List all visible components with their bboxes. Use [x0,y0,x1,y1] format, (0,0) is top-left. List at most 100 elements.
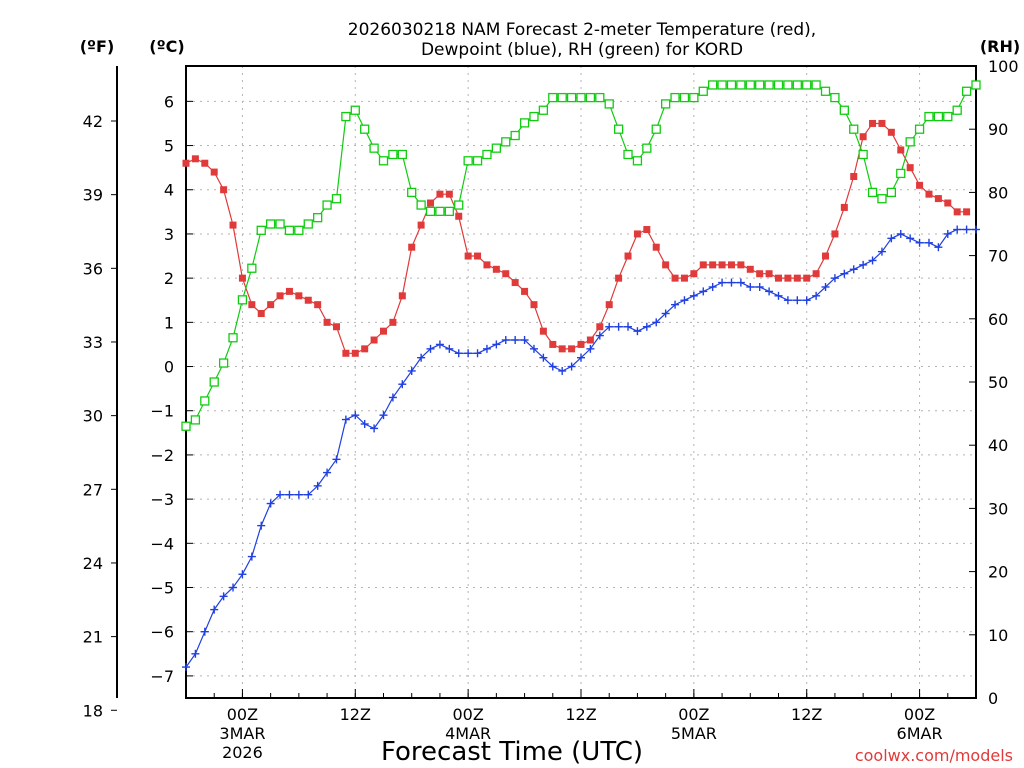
tick-label-c: −1 [150,402,174,421]
temperature-point [455,212,463,220]
rh-point [360,124,370,134]
rh-point [425,206,436,217]
tick-label-c: −2 [150,446,174,465]
rh-point [388,149,398,160]
dewpoint-point [332,455,341,464]
credit-label: coolwx.com/models [855,746,1013,765]
tick-label-x-date: 4MAR [445,724,491,743]
dewpoint-point [529,344,538,353]
dewpoint-point [915,238,924,247]
tick-label-rh: 0 [988,689,998,708]
tick-label-c: 6 [164,92,174,111]
temperature-point [530,301,538,309]
rh-point [482,149,492,160]
temperature-point [398,292,406,300]
temperature-point [690,270,698,278]
rh-point [237,295,248,305]
temperature-line [185,122,967,354]
dewpoint-point [746,282,755,291]
dewpoint-point [210,605,219,614]
temperature-point [878,119,886,127]
dewpoint-point [200,627,209,636]
tick-label-f: 42 [83,112,103,131]
dewpoint-point [793,296,802,305]
tick-label-c: −6 [150,623,174,642]
dewpoint-point [774,291,783,300]
dewpoint-point [906,234,915,243]
dewpoint-point [859,260,868,269]
temperature-point [953,208,961,216]
rh-point [660,99,671,109]
tick-label-c: 4 [164,181,174,200]
dewpoint-point [492,340,501,349]
temperature-point [558,345,566,353]
rh-point [519,118,530,128]
rh-point [896,168,906,179]
temperature-point [652,243,660,251]
dewpoint-point [595,331,604,340]
rh-point [849,124,859,134]
dewpoint-point [341,415,350,424]
dewpoint-point [887,234,896,243]
rh-point [755,80,765,90]
temperature-point [323,318,331,326]
temperature-point [624,252,632,260]
temperature-point [238,274,246,282]
temperature-point [746,265,754,273]
tick-label-c: −4 [150,534,174,553]
rh-point [943,111,953,122]
rh-point [369,143,379,153]
dewpoint-point [266,499,275,508]
rh-point [736,80,746,90]
dewpoint-point [934,243,943,252]
rh-point [557,92,567,103]
rh-point [886,187,897,198]
tick-label-c: 0 [164,358,174,377]
temperature-point [314,301,322,309]
temperature-point [304,296,312,304]
temperature-point [671,274,679,282]
rh-point [689,92,699,103]
dewpoint-point [924,238,933,247]
rh-point [632,156,643,166]
rh-point [265,219,276,229]
unit-label-celsius: (ºC) [149,37,184,56]
rh-point [294,225,304,235]
temperature-point [803,274,811,282]
temperature-point [869,119,877,127]
dewpoint-point [558,366,567,375]
temperature-point [427,199,435,207]
chart-title-line2: Dewpoint (blue), RH (green) for KORD [421,40,743,60]
tick-label-x-year: 2026 [222,743,263,762]
dewpoint-point [680,296,689,305]
temperature-point [643,226,651,234]
temperature-point [474,252,482,260]
temperature-point [680,274,688,282]
rh-point [595,92,605,103]
dewpoint-point [727,278,736,287]
rh-point [679,92,690,103]
dewpoint-point [323,468,332,477]
rh-point [378,156,389,166]
dewpoint-point [501,336,510,345]
tick-label-x: 00Z [678,705,709,724]
rh-point [341,111,351,122]
tick-label-c: 3 [164,225,174,244]
temperature-point [389,318,397,326]
rh-point [190,415,201,425]
temperature-point [831,230,839,238]
temperature-point [737,261,745,269]
rh-point [858,149,868,160]
dewpoint-point [661,309,670,318]
temperature-point [596,323,604,331]
tick-label-c: −3 [150,490,174,509]
rh-point [322,200,332,210]
rh-point [924,111,934,122]
temperature-point [351,349,359,357]
dewpoint-point [388,393,397,402]
temperature-point [605,301,613,309]
tick-label-c: −5 [150,579,174,598]
dewpoint-point [379,411,388,420]
temperature-point [483,261,491,269]
temperature-point [380,327,387,335]
